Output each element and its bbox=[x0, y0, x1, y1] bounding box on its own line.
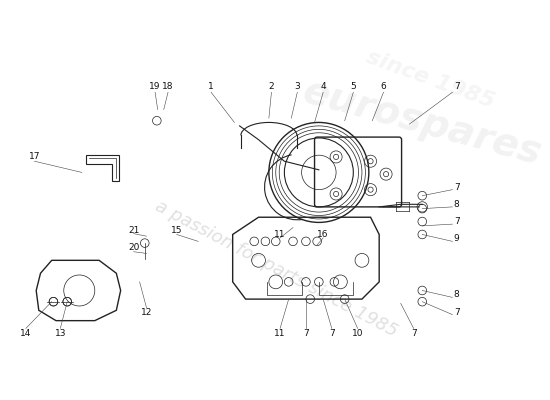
Text: 8: 8 bbox=[454, 290, 460, 299]
Text: 11: 11 bbox=[274, 329, 286, 338]
Text: 19: 19 bbox=[150, 82, 161, 91]
Text: 7: 7 bbox=[454, 182, 460, 192]
Text: 13: 13 bbox=[54, 329, 66, 338]
Text: 7: 7 bbox=[411, 329, 416, 338]
Text: 3: 3 bbox=[294, 82, 300, 91]
Text: 20: 20 bbox=[128, 243, 139, 252]
Text: 7: 7 bbox=[329, 329, 334, 338]
Text: 10: 10 bbox=[352, 329, 364, 338]
Text: 18: 18 bbox=[162, 82, 174, 91]
Text: 6: 6 bbox=[381, 82, 386, 91]
Text: 9: 9 bbox=[454, 234, 460, 243]
Text: 12: 12 bbox=[141, 308, 152, 316]
Text: 17: 17 bbox=[29, 152, 40, 162]
Text: 11: 11 bbox=[274, 230, 286, 239]
Text: 7: 7 bbox=[303, 329, 309, 338]
Text: 15: 15 bbox=[171, 226, 183, 235]
Text: eurospares: eurospares bbox=[299, 72, 546, 172]
Text: since 1985: since 1985 bbox=[364, 47, 498, 112]
Text: 8: 8 bbox=[454, 200, 460, 209]
Text: 16: 16 bbox=[317, 230, 329, 239]
Text: 21: 21 bbox=[128, 226, 139, 235]
Text: 5: 5 bbox=[350, 82, 356, 91]
Text: 4: 4 bbox=[320, 82, 326, 91]
Text: 1: 1 bbox=[208, 82, 214, 91]
Text: 7: 7 bbox=[454, 217, 460, 226]
Text: 7: 7 bbox=[454, 308, 460, 316]
Text: 14: 14 bbox=[20, 329, 31, 338]
Text: a passion for parts since 1985: a passion for parts since 1985 bbox=[151, 197, 400, 341]
Text: 7: 7 bbox=[454, 82, 460, 91]
Text: 2: 2 bbox=[268, 82, 274, 91]
